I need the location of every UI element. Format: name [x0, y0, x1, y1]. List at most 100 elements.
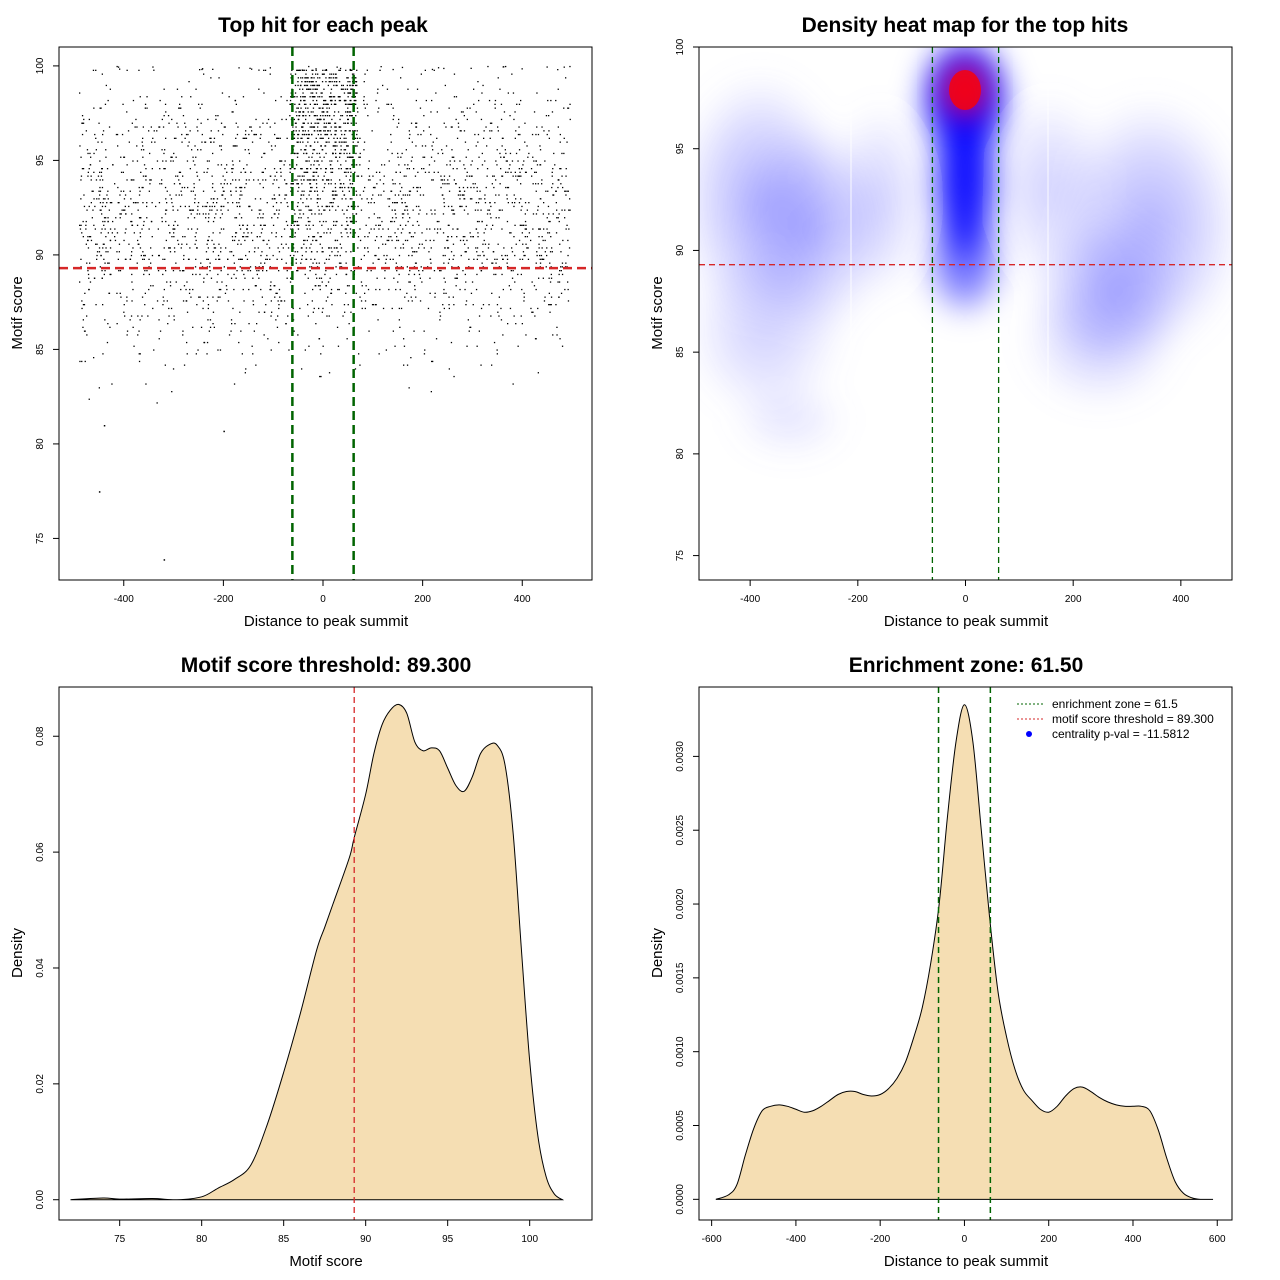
distance-density-y-axis: 0.00000.00050.00100.00150.00200.00250.00…: [675, 741, 700, 1215]
data-point: [306, 198, 308, 200]
data-point: [304, 149, 307, 151]
data-point: [196, 247, 198, 249]
data-point: [346, 156, 349, 158]
data-point: [117, 202, 119, 204]
data-point: [315, 69, 317, 71]
data-point: [289, 168, 291, 170]
data-point: [486, 258, 488, 260]
data-point: [296, 69, 298, 71]
data-point: [197, 130, 199, 132]
data-point: [354, 84, 357, 87]
data-point: [322, 307, 324, 310]
data-point: [243, 232, 245, 234]
data-point: [302, 126, 304, 128]
data-point: [201, 141, 203, 143]
data-point: [396, 239, 398, 242]
data-point: [455, 96, 458, 98]
data-point: [277, 300, 279, 302]
data-point: [447, 224, 449, 226]
data-point: [472, 304, 474, 306]
data-point: [344, 99, 346, 102]
data-point: [97, 141, 99, 143]
data-point: [144, 254, 146, 257]
data-point: [420, 133, 422, 136]
data-point: [230, 319, 233, 321]
data-point: [144, 175, 147, 177]
data-point: [305, 103, 307, 105]
data-point: [323, 126, 325, 128]
data-point: [211, 239, 213, 242]
data-point: [514, 171, 516, 173]
data-point: [197, 149, 199, 151]
data-point: [306, 160, 308, 162]
data-point: [351, 84, 354, 87]
outlier-point: [223, 430, 225, 433]
data-point: [549, 251, 552, 253]
data-point: [519, 171, 521, 173]
data-point: [357, 175, 360, 177]
data-point: [343, 133, 346, 136]
data-point: [87, 247, 90, 249]
data-point: [453, 96, 456, 98]
scatter-reference-lines: [59, 47, 592, 580]
data-point: [565, 175, 567, 177]
data-point: [293, 118, 295, 121]
data-point: [460, 130, 462, 132]
data-point: [538, 236, 540, 238]
data-point: [430, 209, 432, 211]
data-point: [323, 209, 325, 211]
data-point: [279, 160, 281, 162]
data-point: [365, 285, 367, 287]
data-point: [89, 236, 91, 238]
data-point: [336, 66, 338, 68]
data-point: [434, 296, 436, 298]
data-point: [277, 315, 279, 317]
data-point: [267, 118, 270, 121]
data-point: [473, 186, 475, 189]
data-point: [173, 183, 176, 185]
heatmap-y-label: Motif score: [649, 276, 666, 349]
data-point: [315, 92, 318, 94]
data-point: [319, 96, 321, 98]
data-point: [146, 205, 148, 208]
data-point: [309, 190, 311, 192]
data-point: [185, 288, 187, 291]
data-point: [541, 236, 543, 238]
data-point: [423, 156, 426, 158]
data-point: [158, 254, 160, 257]
data-point: [514, 254, 516, 257]
data-point: [436, 137, 438, 139]
data-point: [327, 84, 329, 87]
data-point: [340, 115, 342, 117]
data-point: [470, 292, 473, 294]
data-point: [101, 141, 103, 143]
data-point: [330, 202, 333, 204]
data-point: [151, 236, 153, 238]
data-point: [330, 228, 332, 230]
data-point: [314, 213, 316, 215]
data-point: [474, 209, 477, 211]
data-point: [543, 202, 545, 204]
data-point: [144, 270, 146, 272]
data-point: [202, 300, 204, 302]
data-point: [182, 270, 184, 272]
data-point: [296, 107, 298, 109]
data-point: [251, 345, 253, 347]
data-point: [303, 103, 306, 105]
data-point: [88, 118, 90, 121]
data-point: [250, 171, 252, 173]
data-point: [457, 122, 460, 124]
data-point: [307, 141, 309, 143]
data-point: [318, 307, 320, 310]
x-tick-label: 95: [442, 1234, 454, 1245]
data-point: [300, 96, 302, 98]
data-point: [368, 232, 370, 234]
data-point: [242, 236, 244, 238]
data-point: [569, 103, 571, 105]
data-point: [271, 217, 273, 219]
data-point: [346, 88, 348, 90]
data-point: [318, 84, 320, 87]
data-point: [545, 115, 548, 117]
data-point: [360, 281, 363, 283]
data-point: [296, 164, 298, 166]
